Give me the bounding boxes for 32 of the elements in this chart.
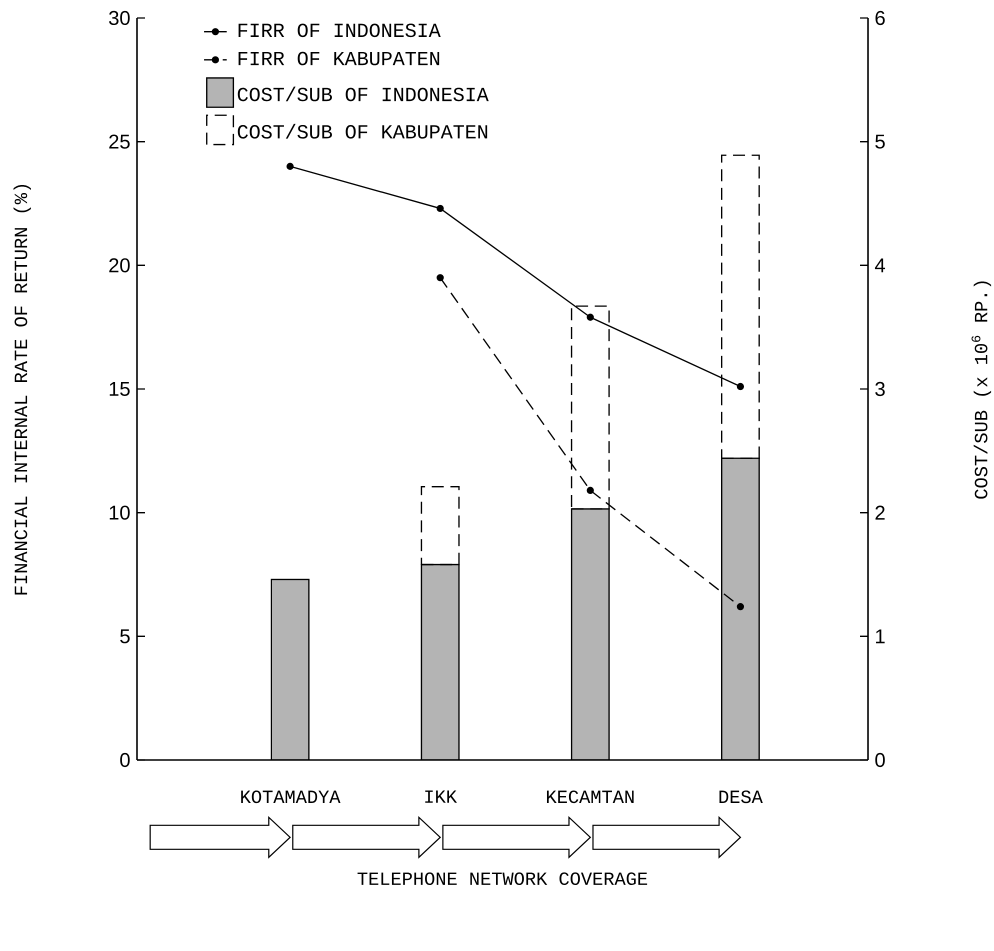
y2-tick-label: 0 <box>875 752 885 768</box>
point <box>736 603 744 610</box>
y2-tick-label: 6 <box>876 10 885 26</box>
point <box>286 162 294 170</box>
legend-label: FIRR OF KABUPATEN <box>238 52 440 66</box>
point <box>586 314 594 321</box>
y-axis-title: FINANCIAL INTERNAL RATE OF RETURN (%) <box>14 184 31 594</box>
point <box>586 486 594 494</box>
x-axis-title: TELEPHONE NETWORK COVERAGE <box>358 872 648 886</box>
point <box>436 274 444 282</box>
y-tick-label: 5 <box>120 629 130 644</box>
legend-label: COST/SUB OF INDONESIA <box>238 86 489 102</box>
point <box>436 204 444 212</box>
y-tick-label: 30 <box>109 10 130 26</box>
x-tick-label: KECAMTAN <box>546 790 634 804</box>
point <box>736 382 744 390</box>
y-tick-label: 10 <box>110 506 130 520</box>
y2-axis-title: COST/SUB (x 10$^{6}$ RP.) <box>972 281 992 499</box>
y-tick-label: 15 <box>110 382 130 396</box>
y-tick-label: 25 <box>109 134 130 149</box>
y2-tick-label: 2 <box>876 506 885 520</box>
y-tick-label: 0 <box>120 752 130 768</box>
x-tick-label: DESA <box>719 790 763 804</box>
legend-label: COST/SUB OF KABUPATEN <box>238 124 488 139</box>
y2-tick-label: 1 <box>876 629 885 644</box>
y2-tick-label: 4 <box>874 258 886 272</box>
y2-tick-label: 5 <box>875 134 885 149</box>
x-tick-label: IKK <box>425 790 457 803</box>
x-tick-label: KOTAMADYA <box>241 790 340 804</box>
y2-tick-label: 3 <box>875 382 885 396</box>
y-tick-label: 20 <box>109 258 130 272</box>
legend-label: FIRR OF INDONESIA <box>238 24 441 38</box>
